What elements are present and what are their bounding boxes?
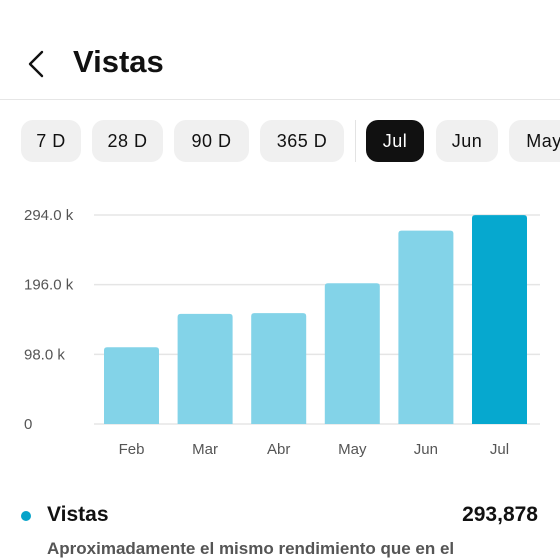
bar-jul[interactable] <box>472 215 527 424</box>
chip-28d[interactable]: 28 D <box>92 120 163 162</box>
y-tick-label: 98.0 k <box>24 346 65 363</box>
bar-feb[interactable] <box>104 347 159 424</box>
chart-canvas: 0 98.0 k 196.0 k 294.0 k Feb Mar Abr May Jun Jul <box>24 207 540 458</box>
x-tick-label: Jul <box>490 441 509 458</box>
summary-description: Aproximadamente el mismo rendimiento que… <box>47 539 455 558</box>
chip-jul[interactable]: Jul <box>366 120 424 162</box>
chip-may[interactable]: May <box>509 120 560 162</box>
x-tick-label: May <box>338 441 367 458</box>
chip-90d[interactable]: 90 D <box>174 120 249 162</box>
x-tick-label: Abr <box>267 441 290 458</box>
bar-may[interactable] <box>324 283 380 424</box>
x-tick-label: Jun <box>414 441 438 458</box>
chip-jun[interactable]: Jun <box>436 120 498 162</box>
header: Vistas <box>0 0 560 99</box>
header-divider <box>0 99 560 100</box>
legend-dot <box>21 511 31 521</box>
x-tick-label: Feb <box>119 441 145 458</box>
chip-365d[interactable]: 365 D <box>260 120 344 162</box>
page-title: Vistas <box>73 44 164 79</box>
views-bar-chart: 0 98.0 k 196.0 k 294.0 k Feb Mar Abr May Jun Jul <box>0 195 560 470</box>
bar-mar[interactable] <box>177 313 233 424</box>
bar-jun[interactable] <box>398 230 454 424</box>
bar-abr[interactable] <box>251 313 307 424</box>
x-tick-label: Mar <box>192 441 218 458</box>
legend-label: Vistas <box>47 503 109 526</box>
back-arrow-icon[interactable] <box>24 46 52 82</box>
y-tick-label: 0 <box>24 416 32 433</box>
range-selector: 7 D 28 D 90 D 365 D Jul Jun May <box>0 120 560 164</box>
legend-value: 293,878 <box>462 503 538 526</box>
y-tick-label: 294.0 k <box>24 207 74 224</box>
chip-separator <box>355 120 356 162</box>
chip-7d[interactable]: 7 D <box>21 120 81 162</box>
y-tick-label: 196.0 k <box>24 277 74 294</box>
